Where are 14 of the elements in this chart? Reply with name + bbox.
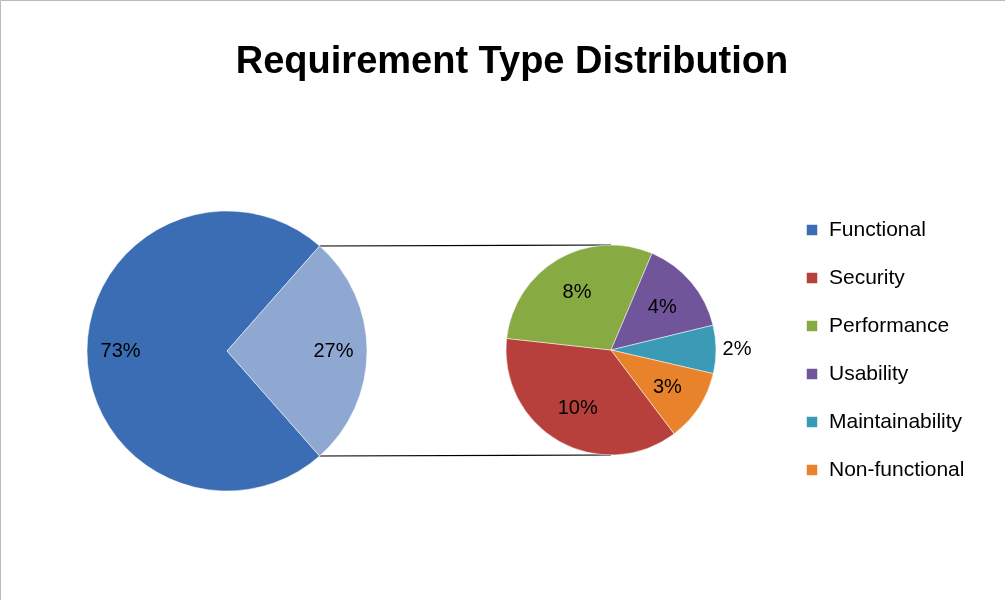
legend-label: Performance [829, 313, 950, 336]
data-label: 10% [557, 396, 598, 419]
data-label: 27% [313, 339, 354, 361]
data-label: 8% [562, 280, 592, 302]
data-label: 4% [647, 294, 677, 317]
legend-label: Usability [829, 361, 909, 384]
legend-label: Functional [829, 217, 926, 240]
legend-label: Security [829, 265, 906, 288]
data-label: 73% [100, 339, 141, 361]
legend-label: Non-functional [829, 457, 965, 480]
chart-title: Requirement Type Distribution [235, 39, 789, 81]
data-label: 3% [652, 374, 683, 397]
legend-label: Maintainability [829, 409, 963, 432]
data-label: 2% [722, 337, 752, 360]
